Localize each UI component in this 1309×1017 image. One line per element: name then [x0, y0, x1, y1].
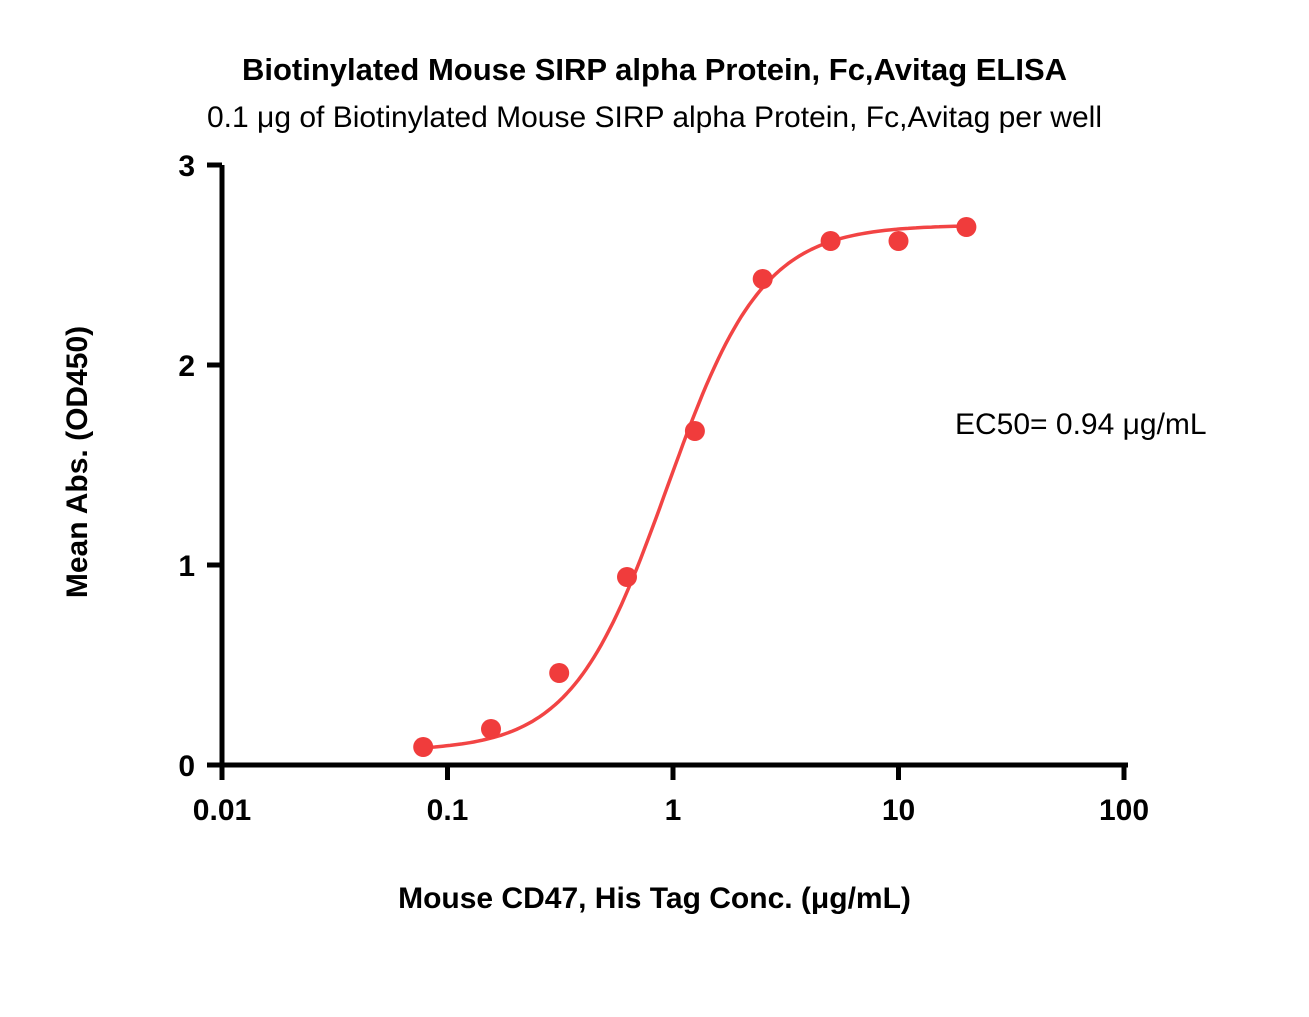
y-tick-label: 2 — [178, 350, 195, 383]
data-point — [481, 719, 501, 739]
data-point — [888, 231, 909, 251]
y-tick-label: 0 — [178, 750, 195, 783]
data-point — [684, 421, 705, 441]
fit-curve — [423, 224, 967, 750]
ec50-annotation: EC50= 0.94 μg/mL — [955, 408, 1207, 441]
x-tick-label: 10 — [882, 794, 915, 827]
x-tick-label: 0.01 — [193, 794, 251, 827]
data-point — [956, 217, 977, 237]
x-axis-label: Mouse CD47, His Tag Conc. (μg/mL) — [398, 882, 911, 915]
data-point — [413, 737, 434, 757]
y-tick-label: 1 — [178, 550, 195, 583]
y-tick-label: 3 — [178, 150, 195, 183]
data-point — [549, 663, 570, 683]
chart-title: Biotinylated Mouse SIRP alpha Protein, F… — [241, 52, 1068, 87]
chart-subtitle: 0.1 μg of Biotinylated Mouse SIRP alpha … — [207, 101, 1102, 134]
data-point — [617, 567, 637, 587]
x-tick-label: 0.1 — [427, 794, 469, 827]
data-point — [752, 269, 773, 289]
x-tick-label: 1 — [665, 794, 682, 827]
data-point — [820, 231, 841, 251]
x-tick-label: 100 — [1099, 794, 1149, 827]
